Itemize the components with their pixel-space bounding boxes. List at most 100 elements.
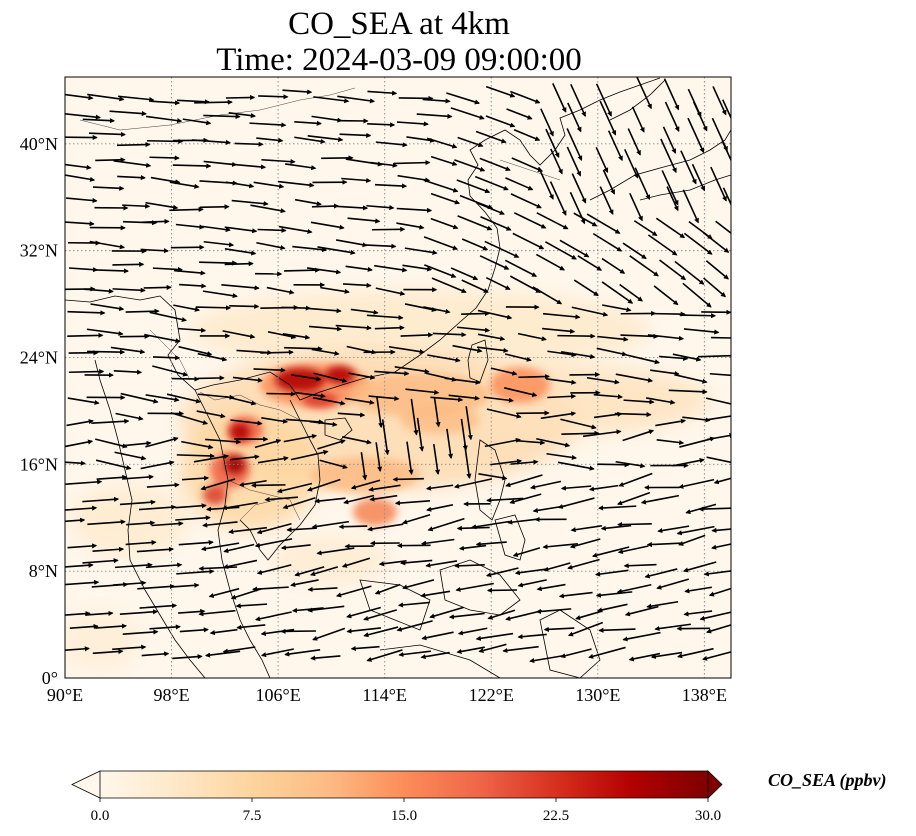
wind-arrow bbox=[92, 648, 124, 655]
wind-arrow bbox=[114, 562, 153, 569]
wind-arrow bbox=[119, 499, 156, 506]
wind-arrow bbox=[712, 86, 727, 116]
wind-arrow bbox=[253, 367, 286, 373]
wind-arrow bbox=[254, 438, 282, 449]
wind-arrow bbox=[342, 436, 372, 445]
wind-arrow bbox=[294, 566, 325, 577]
wind-arrow bbox=[96, 474, 128, 480]
wind-arrow bbox=[67, 310, 106, 316]
wind-arrow bbox=[471, 520, 510, 530]
wind-arrow bbox=[549, 181, 567, 216]
wind-arrow bbox=[145, 562, 183, 569]
wind-arrow bbox=[547, 393, 577, 399]
lat-tick-label: 0° bbox=[42, 668, 58, 688]
wind-arrow bbox=[571, 173, 587, 204]
wind-arrow bbox=[425, 484, 454, 491]
wind-arrow bbox=[552, 83, 567, 113]
wind-arrow bbox=[166, 393, 202, 404]
wind-arrow bbox=[179, 283, 207, 289]
wind-arrow bbox=[567, 558, 600, 570]
wind-arrow bbox=[682, 282, 712, 308]
wind-arrow bbox=[181, 475, 210, 481]
wind-arrow bbox=[504, 387, 538, 398]
wind-arrow bbox=[446, 92, 480, 105]
wind-arrow bbox=[647, 234, 678, 256]
wind-arrow bbox=[509, 493, 542, 505]
wind-arrow bbox=[381, 419, 390, 456]
wind-arrow bbox=[448, 394, 480, 401]
wind-arrow bbox=[109, 110, 147, 117]
wind-arrow bbox=[422, 98, 451, 104]
wind-arrow bbox=[599, 186, 614, 215]
wind-arrow bbox=[542, 327, 576, 334]
wind-arrow bbox=[225, 181, 255, 189]
wind-arrow bbox=[457, 326, 491, 333]
wind-arrow bbox=[282, 496, 316, 510]
wind-arrow bbox=[629, 255, 659, 277]
wind-arrow bbox=[256, 241, 286, 251]
wind-arrow bbox=[112, 287, 146, 293]
wind-arrow bbox=[311, 203, 340, 209]
wind-arrow bbox=[367, 122, 396, 128]
wind-arrow bbox=[203, 240, 235, 248]
wind-arrow bbox=[369, 494, 398, 502]
wind-arrow bbox=[618, 472, 653, 487]
wind-arrow bbox=[348, 372, 376, 380]
wind-arrow bbox=[209, 628, 238, 636]
wind-arrow bbox=[456, 646, 485, 654]
wind-arrow bbox=[596, 347, 628, 357]
colorbar-extend-min bbox=[71, 770, 101, 799]
wind-arrow bbox=[86, 328, 124, 337]
wind-arrow bbox=[139, 504, 177, 511]
wind-arrow bbox=[512, 232, 545, 250]
wind-arrow bbox=[429, 606, 464, 619]
wind-arrow bbox=[341, 557, 371, 568]
wind-arrow bbox=[200, 478, 236, 491]
wind-arrow bbox=[256, 522, 292, 535]
wind-arrow bbox=[650, 651, 683, 660]
wind-arrow bbox=[616, 583, 652, 594]
wind-arrow bbox=[222, 646, 256, 654]
wind-arrow bbox=[228, 111, 256, 119]
wind-arrow bbox=[398, 650, 431, 658]
wind-arrow bbox=[345, 265, 373, 272]
colorbar-tick-label: 30.0 bbox=[695, 808, 721, 824]
wind-arrow bbox=[485, 85, 516, 98]
wind-arrow bbox=[454, 563, 485, 569]
wind-arrow bbox=[319, 459, 348, 470]
wind-arrow bbox=[623, 353, 660, 365]
wind-arrow bbox=[232, 376, 263, 383]
colorbar-tick-label: 7.5 bbox=[243, 808, 262, 824]
wind-arrow bbox=[82, 558, 119, 564]
wind-arrow bbox=[282, 333, 311, 340]
wind-arrow bbox=[452, 344, 483, 353]
wind-arrow bbox=[697, 354, 731, 358]
plot-title-line-2: Time: 2024-03-09 09:00:00 bbox=[216, 42, 582, 78]
colorbar-gradient bbox=[100, 771, 708, 798]
wind-arrow bbox=[176, 568, 215, 575]
wind-arrow bbox=[477, 333, 506, 342]
wind-arrow bbox=[122, 629, 159, 635]
wind-arrow bbox=[306, 267, 342, 275]
wind-arrow bbox=[308, 307, 342, 314]
wind-arrow bbox=[314, 497, 346, 504]
colorbar-tick-label: 22.5 bbox=[543, 808, 569, 824]
wind-arrow bbox=[310, 221, 345, 230]
wind-arrow bbox=[228, 526, 267, 535]
wind-arrow bbox=[396, 207, 433, 213]
wind-arrow bbox=[182, 118, 212, 126]
wind-arrow bbox=[698, 506, 731, 512]
wind-arrow bbox=[644, 568, 678, 579]
wind-arrow bbox=[595, 146, 609, 174]
wind-arrow bbox=[475, 541, 507, 547]
wind-arrow bbox=[656, 578, 690, 590]
wind-arrow bbox=[570, 525, 602, 533]
wind-arrow bbox=[634, 167, 651, 200]
wind-arrow bbox=[615, 373, 654, 383]
wind-arrow bbox=[294, 198, 322, 207]
wind-arrow bbox=[310, 655, 341, 661]
wind-arrow bbox=[203, 113, 241, 120]
wind-arrow bbox=[202, 290, 238, 299]
wind-arrow bbox=[692, 101, 708, 132]
wind-arrow bbox=[261, 417, 289, 424]
